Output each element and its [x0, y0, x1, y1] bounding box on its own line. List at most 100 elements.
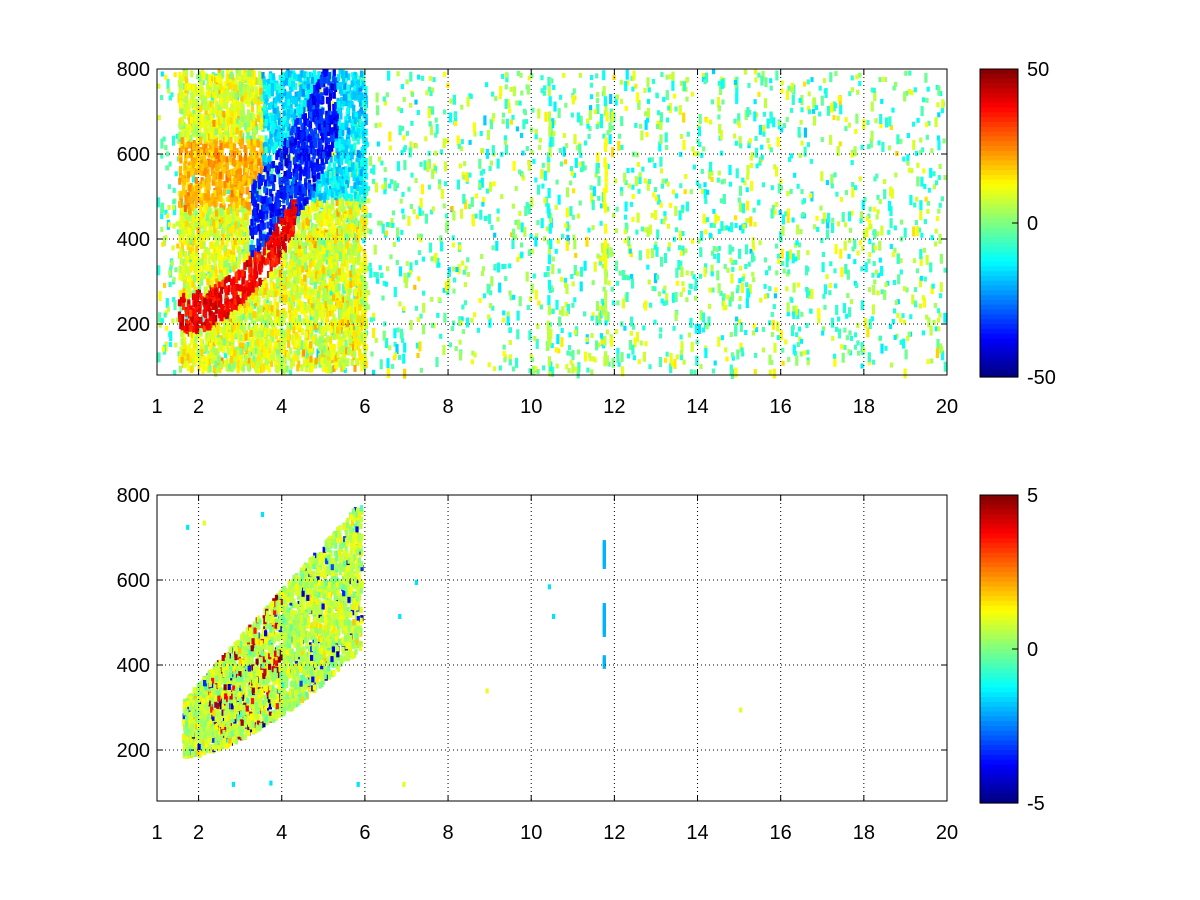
heatmap-cell [461, 329, 465, 335]
heatmap-cell [302, 105, 306, 113]
heatmap-cell [837, 316, 841, 322]
heatmap-cell [660, 183, 664, 189]
heatmap-cell [331, 285, 335, 293]
heatmap-cell [517, 219, 521, 230]
heatmap-cell [488, 166, 492, 171]
heatmap-cell [749, 163, 754, 168]
heatmap-cell [738, 304, 742, 310]
heatmap-cell [329, 295, 333, 303]
heatmap-cell [431, 169, 435, 180]
heatmap-cell [901, 313, 905, 319]
heatmap-cell [179, 132, 183, 140]
heatmap-cell [792, 314, 796, 319]
heatmap-cell [508, 327, 512, 333]
heatmap-cell [704, 229, 708, 235]
heatmap-cell [833, 268, 837, 274]
heatmap-cell [626, 353, 631, 359]
heatmap-cell [174, 171, 178, 177]
heatmap-cell [323, 305, 327, 313]
heatmap-cell [193, 359, 197, 367]
heatmap-cell [312, 274, 316, 282]
heatmap-cell [600, 203, 604, 209]
heatmap-cell [571, 94, 575, 105]
heatmap-cell [875, 173, 879, 179]
heatmap-cell [699, 310, 703, 321]
heatmap-cell [383, 100, 387, 106]
heatmap-cell [847, 253, 851, 259]
heatmap-cell [572, 188, 576, 194]
heatmap-cell [595, 98, 600, 103]
heatmap-cell [374, 182, 378, 193]
heatmap-cell [500, 73, 505, 79]
heatmap-cell [922, 168, 926, 174]
heatmap-cell [796, 342, 800, 348]
heatmap-cell [205, 139, 209, 147]
heatmap-cell [503, 263, 507, 269]
heatmap-cell [551, 136, 555, 147]
heatmap-cell [717, 170, 721, 176]
heatmap-cell [200, 75, 204, 83]
heatmap-cell [927, 120, 931, 126]
heatmap-cell [799, 229, 803, 235]
heatmap-cell [178, 230, 182, 238]
heatmap-cell [559, 276, 564, 282]
heatmap-cell [261, 251, 265, 257]
heatmap-cell [749, 216, 753, 227]
heatmap-cell [624, 201, 628, 212]
heatmap-cell [503, 135, 507, 141]
heatmap-cell [271, 309, 275, 317]
heatmap-cell [157, 352, 161, 363]
heatmap-cell [679, 134, 684, 139]
heatmap-cell [350, 358, 354, 366]
heatmap-cell [876, 290, 880, 296]
heatmap-cell [646, 117, 650, 123]
heatmap-cell [189, 236, 193, 244]
heatmap-cell [926, 208, 930, 214]
heatmap-cell [225, 196, 229, 202]
heatmap-cell [335, 146, 339, 154]
heatmap-cell [895, 151, 899, 156]
heatmap-cell [542, 365, 546, 371]
heatmap-cell [848, 91, 852, 97]
heatmap-cell [454, 121, 458, 127]
heatmap-cell [737, 197, 741, 203]
heatmap-cell [512, 160, 516, 171]
heatmap-cell [251, 100, 255, 106]
heatmap-cell [765, 270, 769, 276]
heatmap-cell [389, 254, 393, 260]
heatmap-cell [620, 352, 624, 363]
heatmap-cell [844, 190, 848, 196]
heatmap-cell [653, 286, 657, 292]
heatmap-cell [323, 279, 327, 287]
heatmap-cell [452, 266, 456, 272]
heatmap-cell [653, 187, 658, 192]
heatmap-cell [335, 166, 339, 174]
heatmap-cell [262, 248, 266, 256]
heatmap-cell [526, 305, 530, 310]
heatmap-cell [836, 221, 841, 227]
heatmap-cell [419, 197, 423, 208]
heatmap-cell [268, 189, 273, 196]
heatmap-cell [276, 94, 281, 102]
heatmap-cell [418, 205, 422, 216]
heatmap-cell [393, 328, 397, 339]
heatmap-cell [918, 303, 923, 309]
heatmap-cell [786, 190, 790, 196]
heatmap-cell [164, 145, 168, 151]
heatmap-cell [520, 133, 524, 138]
heatmap-cell [680, 341, 684, 352]
heatmap-cell [635, 229, 639, 235]
heatmap-cell [883, 289, 887, 300]
heatmap-cell [458, 163, 462, 169]
heatmap-cell [389, 179, 394, 185]
heatmap-cell [401, 191, 405, 197]
heatmap-cell [711, 250, 715, 256]
heatmap-cell [608, 122, 612, 133]
heatmap-cell [915, 268, 920, 274]
heatmap-cell [802, 350, 806, 356]
heatmap-cell [259, 265, 263, 273]
heatmap-cell [202, 255, 206, 263]
heatmap-cell [716, 215, 720, 221]
heatmap-cell [724, 305, 728, 310]
heatmap-cell [197, 332, 201, 340]
